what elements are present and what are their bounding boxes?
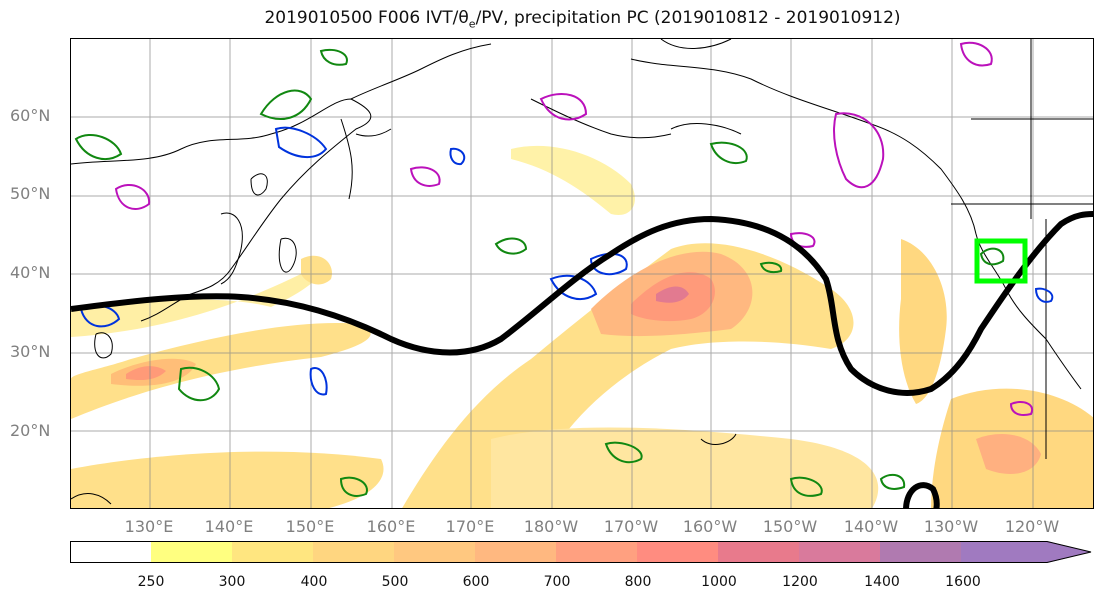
lon-label-170w: 170°W [603, 517, 659, 536]
coastlines [71, 39, 1093, 505]
theta-e-contour [71, 211, 1093, 508]
colorbar-tick-250: 250 [137, 574, 165, 590]
lon-label-140e: 140°E [204, 517, 254, 536]
colorbar-cell [70, 541, 152, 563]
lon-label-140w: 140°W [843, 517, 899, 536]
colorbar-cell [394, 541, 476, 563]
lat-label-40n: 40°N [10, 263, 51, 282]
colorbar-tick-300: 300 [218, 574, 246, 590]
colorbar-tick-1000: 1000 [701, 574, 737, 590]
colorbar-cells [70, 541, 1091, 563]
lon-label-160w: 160°W [682, 517, 738, 536]
lon-label-150e: 150°E [285, 517, 335, 536]
colorbar-tick-1600: 1600 [945, 574, 981, 590]
colorbar-cell [313, 541, 395, 563]
title-sub: e [468, 17, 476, 31]
map-layer [71, 39, 1093, 508]
colorbar-tick-600: 600 [462, 574, 490, 590]
colorbar-cell [232, 541, 314, 563]
colorbar-tick-800: 800 [624, 574, 652, 590]
title-suffix: /PV, precipitation PC (2019010812 - 2019… [475, 8, 901, 28]
colorbar-cell [880, 541, 962, 563]
colorbar-outline [70, 541, 1092, 563]
target-region-box [974, 238, 1028, 284]
colorbar-cell [475, 541, 557, 563]
pv-contours-green [74, 48, 1005, 497]
lon-label-130e: 130°E [124, 517, 174, 536]
lon-label-130w: 130°W [923, 517, 979, 536]
colorbar-tick-700: 700 [543, 574, 571, 590]
lon-label-150w: 150°W [762, 517, 818, 536]
lon-label-160e: 160°E [366, 517, 416, 536]
pv-contours-magenta [114, 41, 1034, 416]
lat-label-60n: 60°N [10, 106, 51, 125]
lon-label-120w: 120°W [1004, 517, 1060, 536]
precipitation-shading [71, 145, 1093, 508]
lat-label-20n: 20°N [10, 421, 51, 440]
title-prefix: 2019010500 F006 IVT/θ [264, 8, 469, 28]
colorbar-cell [556, 541, 638, 563]
colorbar-tick-500: 500 [381, 574, 409, 590]
colorbar-cell [961, 541, 1091, 563]
colorbar [70, 541, 1092, 563]
colorbar-cell [151, 541, 233, 563]
lat-label-50n: 50°N [10, 184, 51, 203]
graticule [71, 39, 1093, 508]
colorbar-tick-1400: 1400 [864, 574, 900, 590]
colorbar-cell [799, 541, 881, 563]
lat-label-30n: 30°N [10, 342, 51, 361]
colorbar-cell [637, 541, 719, 563]
colorbar-tick-1200: 1200 [782, 574, 818, 590]
lon-label-180w: 180°W [523, 517, 579, 536]
figure-title: 2019010500 F006 IVT/θe/PV, precipitation… [0, 8, 1105, 30]
colorbar-cell [718, 541, 800, 563]
lon-label-170e: 170°E [445, 517, 495, 536]
map-panel [70, 38, 1094, 509]
colorbar-tick-400: 400 [300, 574, 328, 590]
